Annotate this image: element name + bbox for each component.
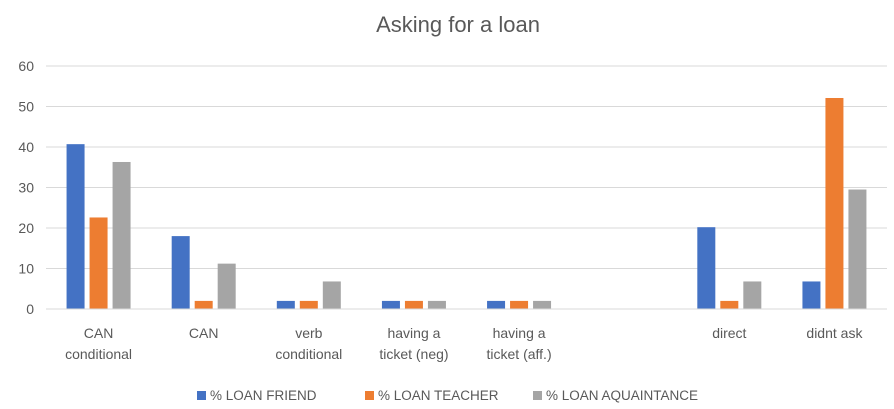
x-tick-label: having a [493,325,546,341]
chart-title: Asking for a loan [376,12,540,37]
x-tick-label: verb [295,325,322,341]
bar-loan-teacher [720,300,739,309]
bar-loan-aquaintance [848,189,867,309]
bar-loan-friend [171,236,190,309]
x-tick-label: CAN [84,325,114,341]
y-tick-label: 60 [18,58,34,74]
gridlines [46,65,887,269]
x-tick-label: CAN [189,325,219,341]
x-tick-label: ticket (aff.) [487,346,552,362]
bar-loan-teacher [404,300,423,309]
legend-swatch [197,391,206,400]
y-tick-label: 30 [18,180,34,196]
legend-swatch [533,391,542,400]
x-tick-label: conditional [275,346,342,362]
bar-loan-friend [697,227,716,309]
bar-loan-aquaintance [217,263,236,309]
bar-loan-teacher [194,300,213,309]
legend-label: % LOAN TEACHER [378,388,499,403]
x-tick-label: ticket (neg) [379,346,448,362]
y-tick-label: 40 [18,139,34,155]
y-tick-label: 50 [18,99,34,115]
bar-loan-aquaintance [112,161,131,309]
bar-loan-friend [381,300,400,309]
x-tick-label: having a [387,325,440,341]
y-tick-label: 20 [18,220,34,236]
x-tick-label: didnt ask [806,325,863,341]
bar-loan-teacher [825,97,844,310]
y-axis-ticks: 0 10 20 30 40 50 60 [18,58,34,317]
bars [66,97,867,310]
y-tick-label: 10 [18,261,34,277]
bar-loan-aquaintance [427,300,446,309]
bar-loan-teacher [299,300,318,309]
legend-label: % LOAN AQUAINTANCE [546,388,698,403]
bar-loan-aquaintance [533,300,552,309]
bar-loan-friend [66,144,85,309]
x-tick-label: conditional [65,346,132,362]
bar-loan-friend [487,300,506,309]
legend: % LOAN FRIEND % LOAN TEACHER % LOAN AQUAIN… [197,388,698,403]
bar-loan-teacher [510,300,529,309]
x-axis-labels: CAN conditional CAN verb conditional having a… [65,325,863,362]
legend-swatch [365,391,374,400]
x-tick-label: direct [712,325,746,341]
bar-loan-teacher [89,217,108,309]
bar-loan-friend [276,300,295,309]
bar-loan-friend [802,281,821,309]
y-tick-label: 0 [26,301,34,317]
bar-loan-aquaintance [322,281,341,309]
legend-label: % LOAN FRIEND [210,388,317,403]
bar-loan-aquaintance [743,281,762,309]
